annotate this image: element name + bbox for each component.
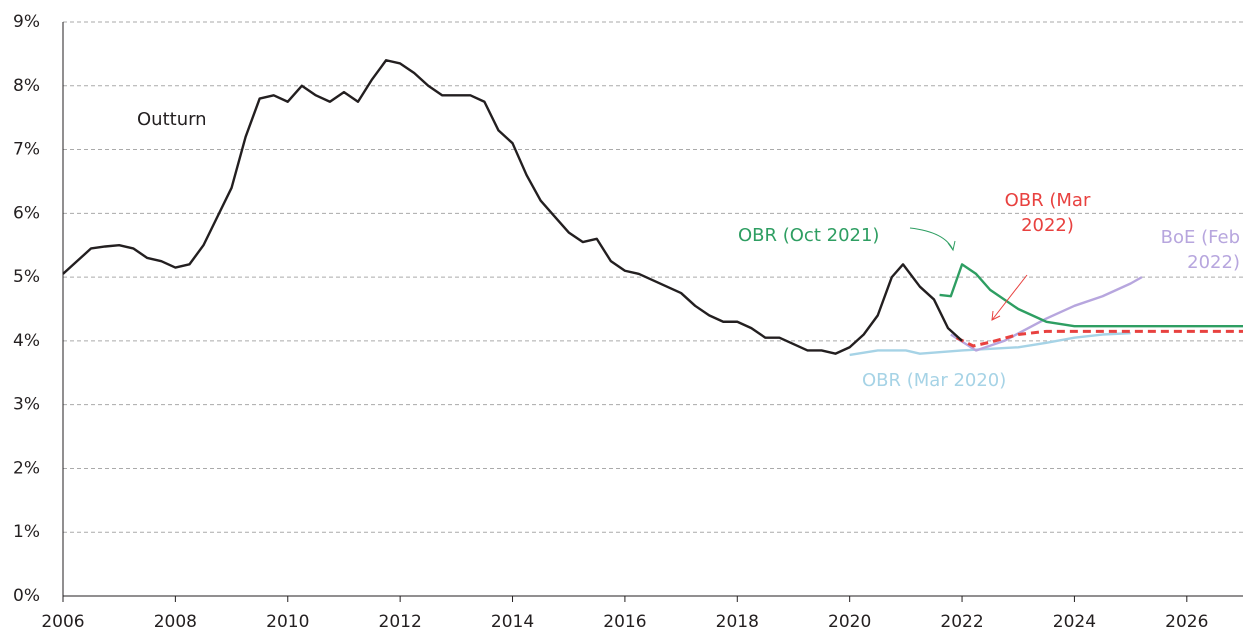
- lines: [62, 59, 1243, 357]
- x-tick-label: 2010: [266, 612, 309, 632]
- series-label: Outturn: [137, 109, 207, 130]
- series-line: [950, 276, 1143, 352]
- arrow-head: [947, 240, 956, 252]
- series-label: BoE (Feb 2022): [1160, 227, 1240, 273]
- x-tick-label: 2014: [491, 612, 534, 632]
- arrow: [991, 274, 1028, 321]
- grid: [63, 21, 1243, 597]
- y-tick-label: 0%: [13, 586, 40, 606]
- y-tick-label: 4%: [13, 331, 40, 351]
- series-line: [939, 263, 1243, 328]
- arrow: [909, 227, 954, 251]
- x-tick-label: 2016: [603, 612, 646, 632]
- x-tick-label: 2022: [940, 612, 983, 632]
- x-tick-label: 2024: [1053, 612, 1096, 632]
- series-line: [62, 59, 963, 355]
- y-tick-label: 7%: [13, 140, 40, 160]
- y-tick-label: 3%: [13, 395, 40, 415]
- x-tick-label: 2008: [154, 612, 197, 632]
- y-tick-label: 6%: [13, 203, 40, 223]
- series-line: [955, 329, 1243, 348]
- x-tick-label: 2012: [379, 612, 422, 632]
- series-line: [849, 332, 1131, 357]
- x-tick-label: 2006: [41, 612, 84, 632]
- series-label: OBR (Mar 2020): [862, 370, 1007, 391]
- y-tick-label: 8%: [13, 76, 40, 96]
- y-tick-label: 2%: [13, 458, 40, 478]
- arrow-head: [991, 310, 1001, 321]
- series-label: OBR (Oct 2021): [738, 225, 880, 246]
- x-tick-label: 2018: [716, 612, 759, 632]
- x-tick-label: 2026: [1165, 612, 1208, 632]
- y-tick-label: 1%: [13, 522, 40, 542]
- series-label: OBR (Mar 2022): [1004, 190, 1091, 236]
- x-tick-label: 2020: [828, 612, 871, 632]
- y-tick-label: 9%: [13, 12, 40, 32]
- y-tick-label: 5%: [13, 267, 40, 287]
